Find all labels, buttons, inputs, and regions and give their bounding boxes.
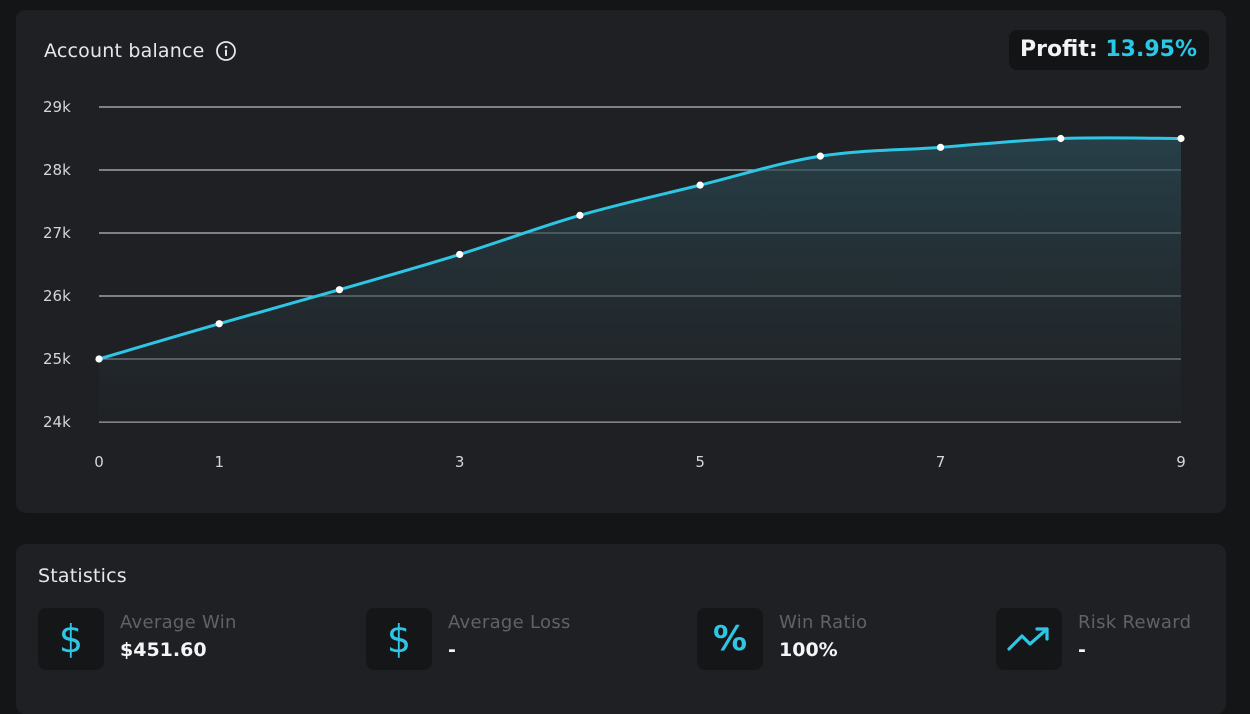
x-tick-label: 3 (455, 453, 465, 471)
data-point[interactable] (696, 181, 704, 189)
stat-win-ratio: % Win Ratio 100% (697, 608, 867, 670)
data-point[interactable] (1177, 134, 1185, 143)
profit-label: Profit: (1019, 37, 1098, 62)
data-point[interactable] (95, 355, 103, 363)
y-tick-label: 25k (43, 350, 71, 368)
data-point[interactable] (215, 320, 223, 328)
account-balance-title: Account balance (44, 40, 237, 62)
info-icon[interactable] (215, 40, 237, 62)
stat-average-loss: $ Average Loss - (366, 608, 571, 670)
stat-label: Risk Reward (1078, 612, 1192, 633)
y-tick-label: 28k (43, 161, 71, 179)
profit-value: 13.95% (1105, 37, 1197, 62)
profit-badge: Profit: 13.95% (1008, 30, 1209, 70)
statistics-title: Statistics (38, 565, 127, 587)
data-point[interactable] (1057, 134, 1065, 143)
y-tick-label: 27k (43, 224, 71, 242)
stat-label: Average Win (120, 612, 237, 633)
x-tick-label: 1 (214, 453, 224, 471)
stat-risk-reward: Risk Reward - (996, 608, 1191, 670)
balance-line (98, 136, 1182, 361)
y-tick-label: 24k (43, 413, 71, 431)
data-point[interactable] (576, 211, 584, 219)
statistics-card: Statistics $ Average Win $451.60 $ Avera… (16, 544, 1226, 714)
dollar-icon: $ (38, 608, 104, 670)
trending-up-icon (996, 608, 1062, 670)
x-tick-label: 9 (1176, 453, 1186, 471)
data-point[interactable] (456, 250, 464, 259)
account-balance-card: Account balance Profit: 13.95% 29k 28k 27k… (16, 10, 1226, 513)
percent-icon: % (697, 608, 763, 670)
x-tick-label: 7 (936, 453, 946, 471)
y-tick-label: 29k (43, 98, 71, 116)
y-tick-label: 26k (43, 287, 71, 305)
stat-label: Win Ratio (779, 612, 868, 633)
stat-value: 100% (779, 639, 838, 661)
stat-label: Average Loss (448, 612, 571, 633)
data-point[interactable] (816, 152, 824, 160)
stat-value: $451.60 (120, 639, 207, 661)
balance-area (99, 137, 1181, 422)
x-tick-label: 0 (94, 453, 104, 471)
x-tick-label: 5 (695, 453, 705, 471)
stat-value: - (1078, 639, 1086, 661)
data-point[interactable] (936, 143, 945, 151)
stat-value: - (448, 639, 456, 661)
dollar-icon: $ (366, 608, 432, 670)
balance-chart: 29k 28k 27k 26k 25k 24k 0 1 3 5 7 9 (43, 98, 1186, 471)
data-point[interactable] (335, 286, 344, 294)
account-balance-title-text: Account balance (44, 40, 205, 62)
stat-average-win: $ Average Win $451.60 (38, 608, 237, 670)
